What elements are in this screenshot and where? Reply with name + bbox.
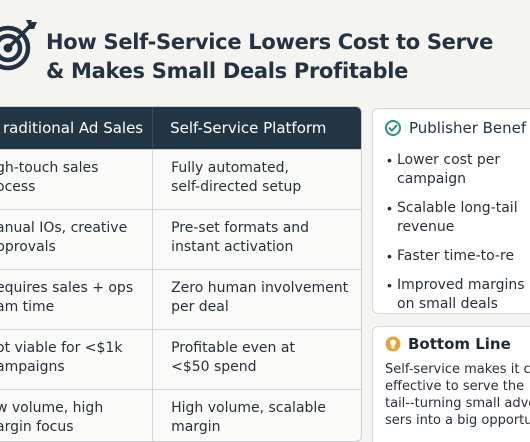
list-item: • Faster time-to-re [387, 247, 525, 266]
traditional-cell: w volume, high argin focus [0, 390, 154, 441]
cell-line: <$50 spend [171, 359, 257, 375]
traditional-cell: anual IOs, creative pprovals [0, 210, 154, 269]
cell-line: High volume, scalable [171, 400, 326, 416]
bottom-line-title: Bottom Line [408, 335, 511, 353]
list-item: • Lower cost per campaign [387, 151, 525, 189]
column-header-traditional: raditional Ad Sales [0, 107, 154, 149]
traditional-cell: equires sales + ops am time [0, 270, 154, 329]
cell-line: instant activation [171, 239, 294, 255]
benefit-line: revenue [397, 219, 455, 235]
self-service-cell: Zero human involvement per deal [153, 270, 361, 329]
self-service-cell: Profitable even at <$50 spend [153, 330, 361, 389]
comparison-table: raditional Ad Sales Self-Service Platfor… [0, 106, 362, 442]
traditional-cell: ot viable for <$1k ampaigns [0, 330, 154, 389]
bottom-line-card: Bottom Line Self-service makes it c effe… [372, 326, 530, 442]
cell-line: Fully automated, [171, 160, 289, 176]
cell-line: am time [0, 299, 55, 315]
benefit-line: on small deals [397, 296, 498, 312]
cell-line: Pre-set formats and [171, 220, 310, 236]
target-arrow-icon [0, 20, 37, 71]
lightbulb-icon [385, 336, 401, 352]
cell-line: Zero human involvement [171, 280, 349, 296]
bottom-line-text: Self-service makes it c effective to ser… [385, 361, 530, 429]
benefit-line: Improved margins [397, 277, 525, 293]
benefit-line: Faster time-to-re [397, 248, 515, 264]
cell-line: argin focus [0, 419, 74, 435]
bullet-icon: • [387, 277, 392, 293]
bottom-line-line: effective to serve the [385, 379, 525, 394]
cell-line: ot viable for <$1k [0, 340, 123, 356]
page-title: How Self-Service Lowers Cost to Serve & … [46, 28, 530, 86]
publisher-benefits-card: Publisher Benef • Lower cost per campaig… [372, 108, 530, 314]
self-service-cell: Pre-set formats and instant activation [153, 210, 361, 269]
traditional-cell: gh-touch sales ocess [0, 150, 154, 209]
bottom-line-line: sers into a big opportu [385, 413, 530, 428]
check-circle-icon [385, 120, 401, 136]
column-header-self-service: Self-Service Platform [170, 119, 327, 137]
benefit-text: Scalable long-tail revenue [397, 199, 518, 237]
cell-line: ampaigns [0, 359, 65, 375]
benefit-line: campaign [397, 171, 467, 187]
cell-line: equires sales + ops [0, 280, 134, 296]
title-line-1: How Self-Service Lowers Cost to Serve [46, 30, 494, 54]
benefit-text: Lower cost per campaign [397, 151, 500, 189]
list-item: • Scalable long-tail revenue [387, 199, 525, 237]
benefits-header: Publisher Benef [385, 119, 526, 137]
cell-line: pprovals [0, 239, 56, 255]
bottom-line-header: Bottom Line [385, 335, 511, 353]
bullet-icon: • [387, 152, 392, 168]
table-row: anual IOs, creative pprovals Pre-set for… [0, 209, 361, 269]
table-row: gh-touch sales ocess Fully automated, se… [0, 149, 361, 209]
self-service-cell: Fully automated, self-directed setup [153, 150, 361, 209]
cell-line: self-directed setup [171, 179, 302, 195]
benefits-list: • Lower cost per campaign • Scalable lon… [387, 151, 525, 324]
list-item: • Improved margins on small deals [387, 276, 525, 314]
bullet-icon: • [387, 248, 392, 264]
benefit-line: Scalable long-tail [397, 200, 518, 216]
cell-line: gh-touch sales [0, 160, 99, 176]
table-header-row: raditional Ad Sales Self-Service Platfor… [0, 107, 361, 149]
table-row: ot viable for <$1k ampaigns Profitable e… [0, 329, 361, 389]
title-line-2: & Makes Small Deals Profitable [46, 59, 409, 83]
cell-line: Profitable even at [171, 340, 295, 356]
benefit-text: Faster time-to-re [397, 247, 514, 266]
cell-line: per deal [171, 299, 229, 315]
table-row: equires sales + ops am time Zero human i… [0, 269, 361, 329]
self-service-cell: High volume, scalable margin [153, 390, 361, 441]
cell-line: margin [171, 419, 221, 435]
cell-line: ocess [0, 179, 36, 195]
benefit-line: Lower cost per [397, 152, 501, 168]
benefits-title: Publisher Benef [409, 119, 527, 137]
bullet-icon: • [387, 200, 392, 216]
bottom-line-line: Self-service makes it c [385, 362, 530, 377]
bottom-line-line: tail--turning small adve [385, 396, 530, 411]
cell-line: w volume, high [0, 400, 104, 416]
benefit-text: Improved margins on small deals [397, 276, 525, 314]
cell-line: anual IOs, creative [0, 220, 128, 236]
table-row: w volume, high argin focus High volume, … [0, 389, 361, 441]
